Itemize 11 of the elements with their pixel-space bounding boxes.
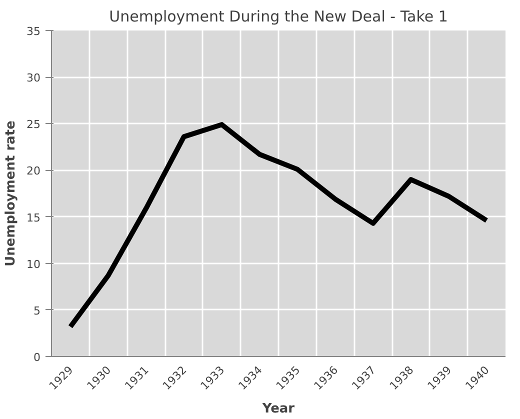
y-tick-label: 35 xyxy=(26,25,41,38)
chart-title: Unemployment During the New Deal - Take 1 xyxy=(109,8,448,26)
x-axis-title: Year xyxy=(261,402,296,417)
y-tick-label: 25 xyxy=(26,118,41,132)
y-tick-label: 15 xyxy=(26,211,41,224)
y-axis-title: Unemployment rate xyxy=(4,120,19,266)
y-tick-label: 10 xyxy=(26,258,41,271)
y-tick-label: 30 xyxy=(26,72,41,85)
y-tick-label: 5 xyxy=(34,304,40,318)
y-tick-label: 20 xyxy=(26,164,41,178)
y-tick-label: 0 xyxy=(34,351,40,364)
